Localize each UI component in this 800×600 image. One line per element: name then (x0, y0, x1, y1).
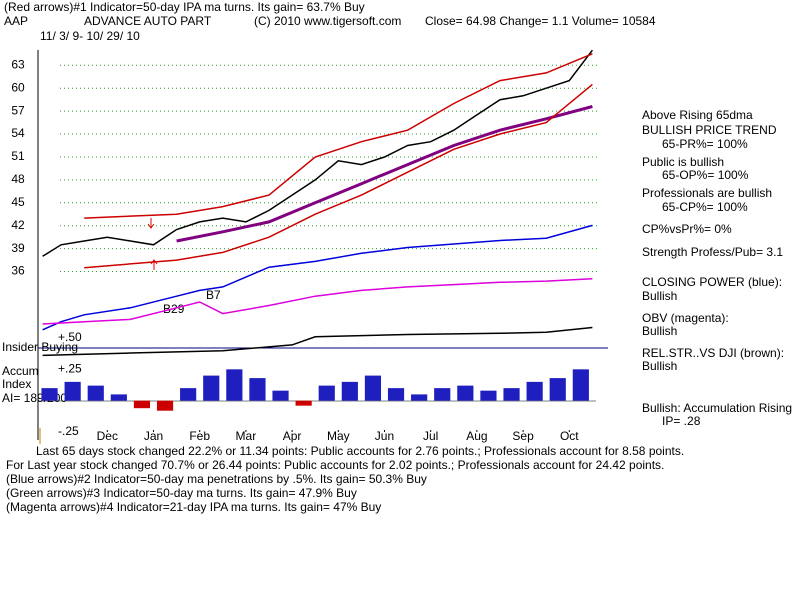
accum-bar (295, 400, 312, 406)
footer-line: (Green arrows)#3 Indicator=50-day ma tur… (6, 486, 357, 500)
y-tick-label: +.50 (58, 330, 82, 344)
y-tick-label: 45 (11, 195, 25, 209)
accum-bar (41, 388, 58, 401)
accum-bar (480, 390, 497, 401)
accum-bar (503, 388, 520, 401)
side-note: 65-OP%= 100% (662, 168, 749, 182)
indicator-line: (Red arrows)#1 Indicator=50-day IPA ma t… (4, 0, 365, 14)
accum-bar (156, 400, 174, 411)
accum-bar (572, 369, 589, 401)
accum-bar (272, 390, 289, 401)
x-tick-label: May (327, 429, 350, 443)
y-tick-label: 63 (11, 57, 25, 71)
left-label: Accum (2, 364, 39, 378)
y-tick-label: 51 (11, 149, 25, 163)
series-line (42, 278, 593, 325)
side-note: OBV (magenta): (642, 311, 729, 325)
x-tick-label: Dec (97, 429, 118, 443)
series-line (42, 326, 593, 357)
accum-bar (110, 394, 127, 401)
side-note: BULLISH PRICE TREND (642, 123, 777, 137)
accum-bar (364, 375, 382, 401)
accum-bar (64, 381, 81, 401)
red-arrow (147, 218, 155, 229)
series-line (176, 105, 593, 243)
footer-line: Last 65 days stock changed 22.2% or 11.3… (36, 444, 684, 458)
y-tick-label: 36 (11, 264, 25, 278)
x-tick-label: Aug (466, 429, 487, 443)
accum-bar (387, 388, 405, 401)
y-tick-label: 54 (11, 126, 25, 140)
footer-line: For Last year stock changed 70.7% or 26.… (6, 458, 664, 472)
side-note: Professionals are bullish (642, 186, 772, 200)
side-note: Strength Profess/Pub= 3.1 (642, 245, 783, 259)
series-line (84, 53, 593, 219)
footer-line: (Magenta arrows)#4 Indicator=21-day IPA … (6, 500, 381, 514)
accum-bar (249, 378, 266, 401)
x-tick-label: Jul (423, 429, 438, 443)
side-note: Bullish (642, 289, 677, 303)
accum-bar (133, 400, 151, 409)
side-note: REL.STR..VS DJI (brown): (642, 346, 784, 360)
accum-bar (203, 375, 220, 401)
y-tick-label: 39 (11, 241, 25, 255)
copyright: (C) 2010 www.tigersoft.com (254, 14, 401, 28)
left-label: Insider Buying (2, 340, 78, 354)
side-note: 65-PR%= 100% (662, 137, 748, 151)
side-note: Bullish (642, 324, 677, 338)
signal-label: B7 (206, 288, 221, 302)
x-tick-label: Mar (236, 429, 257, 443)
y-tick-label: 60 (11, 80, 25, 94)
side-note: CLOSING POWER (blue): (642, 275, 782, 289)
x-tick-label: Oct (560, 429, 579, 443)
y-tick-label: -.25 (58, 424, 79, 438)
company: ADVANCE AUTO PART (84, 14, 212, 28)
x-tick-label: Sep (512, 429, 534, 443)
side-note: Above Rising 65dma (642, 108, 753, 122)
footer-line: (Blue arrows)#2 Indicator=50-day ma pene… (6, 472, 427, 486)
left-label: Index (2, 377, 31, 391)
accum-bar (526, 381, 543, 401)
dates: 11/ 3/ 9- 10/ 29/ 10 (40, 29, 140, 43)
accum-bar (180, 388, 197, 401)
y-tick-label: +.25 (58, 362, 82, 376)
side-note: Bullish: Accumulation Rising (642, 401, 792, 415)
accum-bar (434, 388, 451, 401)
accum-bar (457, 385, 474, 401)
x-tick-label: Jun (375, 429, 394, 443)
accum-bar (549, 378, 566, 401)
series-line (42, 49, 593, 257)
series-line (42, 224, 593, 331)
accum-bar (341, 381, 358, 401)
side-note: CP%vsPr%= 0% (642, 222, 732, 236)
quote: Close= 64.98 Change= 1.1 Volume= 10584 (425, 14, 656, 28)
side-note: Public is bullish (642, 155, 724, 169)
side-note: IP= .28 (662, 414, 701, 428)
x-tick-label: Apr (283, 429, 302, 443)
series-line (84, 83, 593, 269)
accum-bar (87, 385, 104, 401)
side-note: Bullish (642, 359, 677, 373)
accum-bar (318, 385, 335, 401)
side-note: 65-CP%= 100% (662, 200, 748, 214)
x-tick-label: Jan (144, 429, 163, 443)
y-tick-label: 57 (11, 103, 25, 117)
x-tick-label: Feb (189, 429, 210, 443)
y-tick-label: 42 (11, 218, 25, 232)
symbol: AAP (4, 14, 28, 28)
y-tick-label: 48 (11, 172, 25, 186)
accum-bar (411, 394, 428, 401)
accum-bar (226, 369, 243, 401)
